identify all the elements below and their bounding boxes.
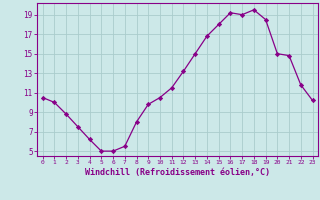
X-axis label: Windchill (Refroidissement éolien,°C): Windchill (Refroidissement éolien,°C) xyxy=(85,168,270,177)
